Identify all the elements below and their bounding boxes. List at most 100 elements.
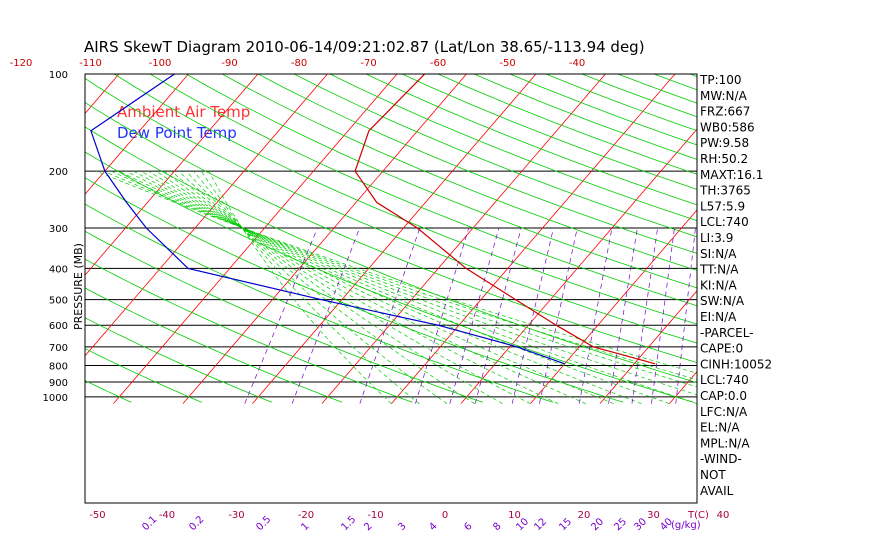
index-value: FRZ:667	[700, 105, 750, 119]
mixing-ratio-line	[539, 227, 578, 404]
isotherm-line	[321, 74, 606, 404]
pressure-tick-label: 100	[49, 70, 68, 81]
index-value: EI:N/A	[700, 310, 737, 324]
dry-adiabat	[85, 348, 202, 403]
pressure-tick-label: 300	[49, 224, 68, 235]
bottom-temp-tick-label: 40	[717, 510, 730, 521]
moist-adiabat	[111, 170, 697, 388]
top-temp-tick-label: -70	[360, 58, 376, 69]
y-axis-label: PRESSURE (MB)	[72, 243, 85, 330]
top-temp-tick-label: -60	[430, 58, 446, 69]
dry-adiabat	[257, 74, 697, 254]
pressure-tick-label: 400	[49, 264, 68, 275]
dry-adiabat	[85, 317, 273, 403]
mixing-ratio-tick-label: 20	[589, 516, 606, 533]
index-value: SI:N/A	[700, 247, 737, 261]
index-value: CAP:0.0	[700, 389, 747, 403]
index-value: LI:3.9	[700, 231, 733, 245]
dry-adiabat	[365, 74, 697, 206]
moist-adiabat	[201, 171, 420, 404]
moist-adiabat	[103, 170, 697, 381]
mixing-ratio-tick-label: 0.5	[254, 514, 273, 533]
top-temp-tick-label: -110	[79, 58, 102, 69]
index-value: WB0:586	[700, 120, 755, 134]
pressure-tick-label: 200	[49, 167, 68, 178]
pressure-tick-label: 600	[49, 321, 68, 332]
mixing-ratio-tick-label: 8	[491, 521, 503, 533]
index-value: MPL:N/A	[700, 436, 750, 450]
isotherm-line	[460, 128, 697, 404]
index-value: L57:5.9	[700, 199, 745, 213]
isotherm-line	[739, 67, 870, 404]
dry-adiabat	[437, 74, 697, 175]
moist-adiabat	[186, 170, 475, 404]
index-value: LFC:N/A	[700, 405, 748, 419]
mixing-ratio-tick-label: 4	[427, 521, 439, 533]
index-value: LCL:740	[700, 373, 749, 387]
mixing-ratio-tick-label: 3	[396, 521, 408, 533]
pressure-tick-label: 500	[49, 296, 68, 307]
air-temp-profile	[354, 74, 656, 365]
index-value: TH:3765	[699, 184, 751, 198]
top-temp-tick-label: -120	[10, 58, 33, 69]
index-value: NOT	[700, 468, 726, 482]
top-temp-tick-label: -40	[569, 58, 585, 69]
top-temp-tick-label: -100	[149, 58, 172, 69]
index-value: PW:9.58	[700, 136, 749, 150]
dry-adiabat	[85, 287, 343, 403]
mixing-ratio-tick-label: 1	[299, 521, 311, 533]
index-value: EL:N/A	[700, 421, 740, 435]
bottom-temp-tick-label: 30	[647, 510, 660, 521]
isotherm-line	[85, 74, 259, 276]
mixing-ratio-tick-label: 25	[612, 516, 629, 533]
dry-adiabat	[652, 74, 697, 91]
dry-adiabat	[85, 258, 413, 403]
isotherm-line	[0, 67, 56, 404]
index-value: AVAIL	[700, 484, 734, 498]
top-temp-tick-label: -90	[221, 58, 237, 69]
bottom-temp-tick-label: -40	[159, 510, 175, 521]
dry-adiabat	[85, 77, 697, 344]
dew-point-profile	[90, 74, 565, 365]
moist-adiabat	[178, 170, 503, 405]
mixing-ratio-line	[608, 227, 638, 404]
pressure-tick-label: 1000	[43, 393, 68, 404]
bottom-temp-tick-label: -10	[367, 510, 383, 521]
pressure-tick-label: 700	[49, 343, 68, 354]
index-value: KI:N/A	[700, 278, 737, 292]
mixing-ratio-tick-label: 0.1	[140, 514, 159, 533]
dry-adiabat	[401, 74, 697, 190]
mixing-unit-label: (g/kg)	[671, 520, 701, 531]
plot-frame	[84, 73, 698, 504]
bottom-temp-tick-label: -50	[89, 510, 105, 521]
dry-adiabat	[113, 74, 697, 325]
bottom-temp-tick-label: 10	[508, 510, 521, 521]
index-value: CAPE:0	[700, 342, 743, 356]
pressure-tick-label: 800	[49, 362, 68, 373]
mixing-ratio-line	[789, 228, 793, 404]
dry-adiabat	[85, 101, 697, 364]
index-value: MW:N/A	[700, 89, 748, 103]
moist-adiabat	[171, 170, 531, 405]
mixing-ratio-line	[675, 227, 696, 404]
top-temp-tick-label: -80	[291, 58, 307, 69]
bottom-temp-tick-label: 20	[578, 510, 591, 521]
index-value: -WIND-	[700, 452, 742, 466]
mixing-ratio-line	[755, 228, 764, 404]
isotherm-line	[252, 74, 537, 404]
pressure-tick-label: 900	[49, 378, 68, 389]
index-value: LCL:740	[700, 215, 749, 229]
mixing-ratio-line	[511, 227, 554, 404]
legend-air-temp: Ambient Air Temp	[117, 103, 250, 121]
moist-adiabat	[141, 170, 642, 405]
isotherm-line	[85, 74, 328, 357]
dry-adiabat	[149, 74, 697, 307]
mixing-ratio-line	[474, 227, 522, 404]
index-value: -PARCEL-	[700, 326, 754, 340]
moist-adiabat	[126, 170, 697, 405]
mixing-ratio-line	[415, 227, 470, 404]
bottom-temp-tick-label: 0	[442, 510, 448, 521]
mixing-ratio-tick-label: 1.5	[339, 514, 358, 533]
dry-adiabat	[85, 126, 697, 384]
